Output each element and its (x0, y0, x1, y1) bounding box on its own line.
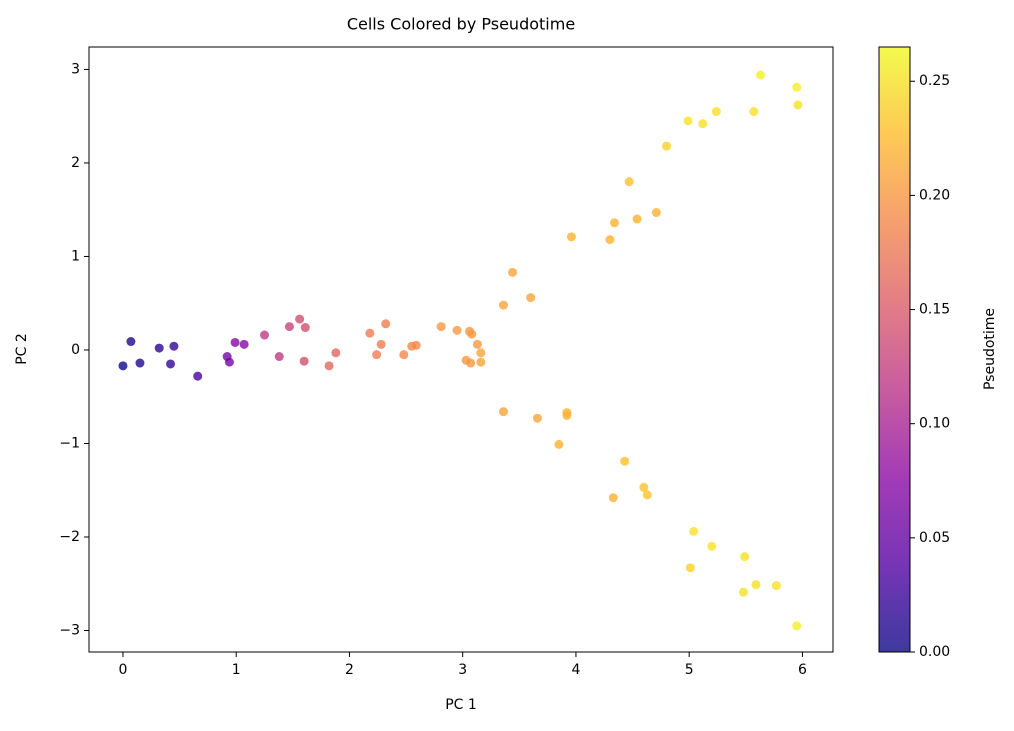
data-point (230, 337, 240, 347)
x-tick-label: 5 (685, 662, 694, 678)
y-tick-label: 1 (71, 248, 80, 264)
data-point (169, 341, 179, 351)
data-point (508, 267, 518, 277)
data-point (793, 100, 803, 110)
data-point (751, 580, 761, 590)
data-point (620, 456, 630, 466)
x-tick-label: 2 (345, 662, 354, 678)
data-point (452, 325, 462, 335)
data-point (739, 587, 749, 597)
data-point (411, 340, 421, 350)
data-point (554, 439, 564, 449)
data-point (498, 407, 508, 417)
x-axis-label: PC 1 (445, 697, 477, 713)
data-point (284, 322, 294, 332)
data-point (331, 348, 341, 358)
data-point (135, 358, 145, 368)
data-point (260, 330, 270, 340)
data-point (685, 563, 695, 573)
y-axis-label: PC 2 (14, 333, 30, 365)
y-tick-label: 2 (71, 155, 80, 171)
x-tick-label: 0 (119, 662, 128, 678)
data-point (166, 359, 176, 369)
data-point (154, 343, 164, 353)
data-point (749, 107, 759, 117)
data-point (436, 322, 446, 332)
data-point (381, 319, 391, 329)
data-point (365, 328, 375, 338)
data-point (707, 541, 717, 551)
data-point (792, 82, 802, 92)
data-point (193, 371, 203, 381)
y-tick-label: 3 (71, 61, 80, 77)
data-point (683, 116, 693, 126)
data-point (224, 357, 234, 367)
data-point (756, 70, 766, 80)
x-tick-label: 3 (458, 662, 467, 678)
data-point (467, 329, 477, 339)
data-point (651, 208, 661, 218)
data-point (562, 410, 572, 420)
data-point (689, 526, 699, 536)
data-point (295, 314, 305, 324)
data-point (466, 358, 476, 368)
data-point (711, 107, 721, 117)
data-point (299, 356, 309, 366)
data-point (609, 218, 619, 228)
chart-title: Cells Colored by Pseudotime (347, 15, 575, 34)
colorbar-label: Pseudotime (982, 308, 998, 390)
data-point (526, 293, 536, 303)
data-point (639, 482, 649, 492)
data-point (605, 235, 615, 245)
y-tick-label: −2 (59, 529, 80, 545)
data-point (372, 350, 382, 360)
data-point (662, 141, 672, 151)
data-point (498, 300, 508, 310)
data-point (476, 348, 486, 358)
data-point (239, 339, 249, 349)
data-point (532, 413, 542, 423)
colorbar-tick-label: 0.20 (919, 187, 950, 203)
data-point (698, 119, 708, 129)
y-tick-label: −1 (59, 435, 80, 451)
colorbar-tick-label: 0.00 (919, 644, 950, 660)
x-tick-label: 1 (232, 662, 241, 678)
data-point (608, 493, 618, 503)
colorbar-tick-label: 0.10 (919, 416, 950, 432)
colorbar (878, 46, 911, 653)
y-tick-label: −3 (59, 622, 80, 638)
colorbar-tick-label: 0.15 (919, 302, 950, 318)
data-point (274, 352, 284, 362)
data-point (624, 177, 634, 187)
data-point (642, 490, 652, 500)
data-point (566, 232, 576, 242)
data-point (324, 361, 334, 371)
data-point (740, 552, 750, 562)
data-point (771, 581, 781, 591)
colorbar-tick-label: 0.25 (919, 73, 950, 89)
data-point (399, 350, 409, 360)
data-point (376, 339, 386, 349)
x-tick-label: 6 (798, 662, 807, 678)
data-point (472, 339, 482, 349)
x-tick-label: 4 (571, 662, 580, 678)
data-point (792, 621, 802, 631)
data-point (126, 337, 136, 347)
colorbar-tick-label: 0.05 (919, 530, 950, 546)
data-point (300, 323, 310, 333)
data-point (632, 214, 642, 224)
data-point (476, 357, 486, 367)
y-tick-label: 0 (71, 342, 80, 358)
plot-frame (88, 46, 834, 653)
data-point (118, 361, 128, 371)
